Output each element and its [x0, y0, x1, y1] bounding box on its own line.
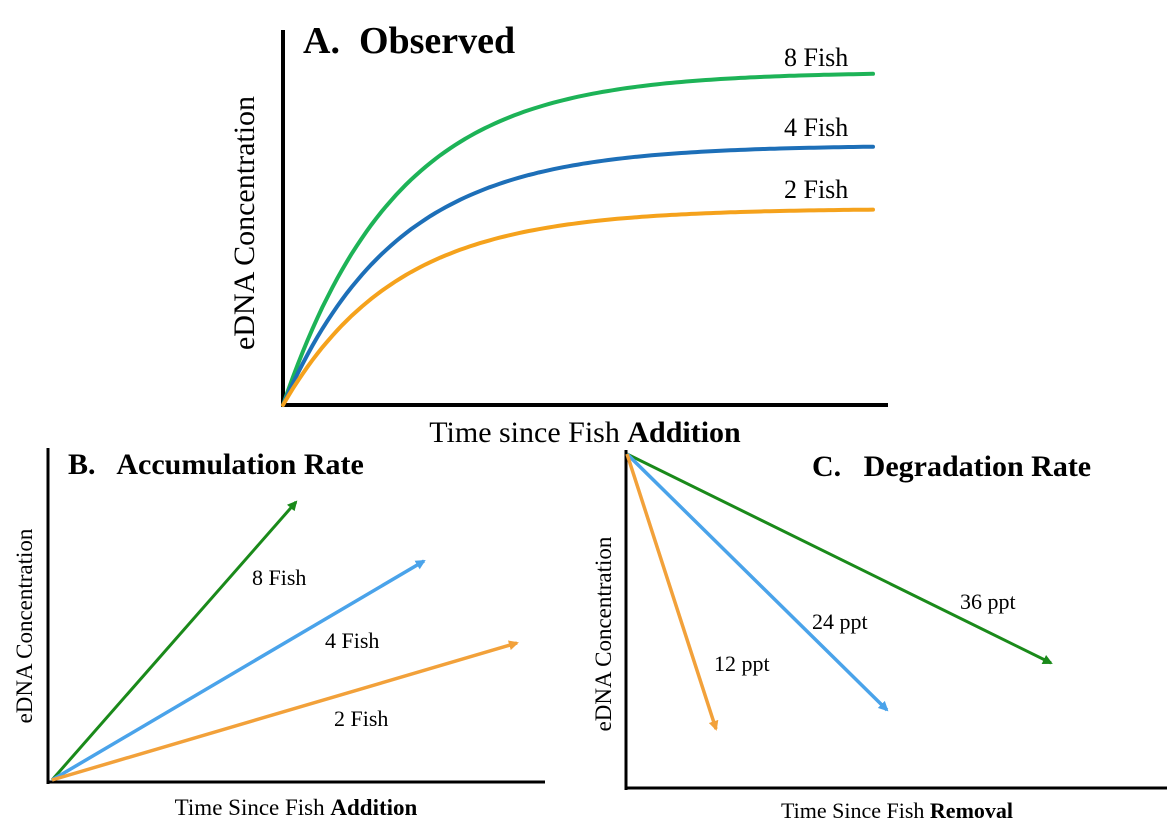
- panel-b-label-8-fish: 8 Fish: [252, 565, 306, 590]
- panel-a-label-4-fish: 4 Fish: [784, 113, 848, 142]
- panel-c-label-12-ppt: 12 ppt: [714, 651, 770, 676]
- panel-c-label-24-ppt: 24 ppt: [812, 609, 868, 634]
- panel-c-y-label: eDNA Concentration: [591, 536, 616, 731]
- panel-a-x-label-prefix: Time since Fish: [429, 416, 627, 449]
- panel-c-x-label-prefix: Time Since Fish: [781, 798, 930, 823]
- panel-c-arrow-12-ppt: [625, 453, 719, 731]
- panel-c-arrow-36-ppt: [626, 452, 1053, 665]
- panel-c: C. Degradation Rate eDNA Concentration T…: [591, 450, 1167, 823]
- panel-b-label-2-fish: 2 Fish: [334, 706, 388, 731]
- panel-a-label-8-fish: 8 Fish: [784, 43, 848, 72]
- panel-b-arrow-8-fish: [50, 500, 298, 781]
- panel-b-arrow-2-fish: [51, 640, 519, 782]
- panel-a-y-label: eDNA Concentration: [228, 96, 261, 350]
- panel-b-y-label: eDNA Concentration: [12, 528, 37, 723]
- panel-a-title: A. Observed: [303, 20, 515, 62]
- panel-b-x-label-bold: Addition: [330, 795, 417, 820]
- panel-a-x-label: Time since Fish Addition: [429, 416, 741, 449]
- panel-c-x-label: Time Since Fish Removal: [781, 798, 1013, 823]
- panel-a-x-label-bold: Addition: [627, 416, 741, 449]
- panel-a-curve-8-fish: [281, 71, 875, 407]
- panel-b-title: B. Accumulation Rate: [68, 448, 364, 481]
- panel-a-label-2-fish: 2 Fish: [784, 175, 848, 204]
- panel-c-arrow-24-ppt: [625, 452, 889, 712]
- panel-c-title: C. Degradation Rate: [812, 450, 1091, 483]
- panel-b: B. Accumulation Rate eDNA Concentration …: [12, 448, 545, 820]
- panel-b-x-label: Time Since Fish Addition: [175, 795, 418, 820]
- panel-a-curve-2-fish: [281, 207, 875, 407]
- panel-a-curve-4-fish: [281, 144, 875, 407]
- panel-a: A. Observed eDNA Concentration Time sinc…: [228, 20, 888, 449]
- panel-c-x-label-bold: Removal: [930, 798, 1013, 823]
- panel-c-label-36-ppt: 36 ppt: [960, 589, 1016, 614]
- panel-b-x-label-prefix: Time Since Fish: [175, 795, 331, 820]
- panel-b-arrow-4-fish: [51, 559, 426, 782]
- panel-b-label-4-fish: 4 Fish: [325, 628, 379, 653]
